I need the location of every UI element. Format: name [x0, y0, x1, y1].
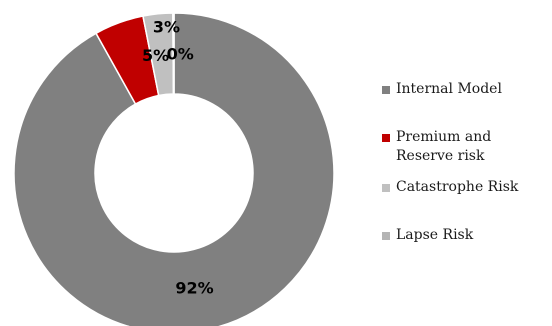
legend-label-internal-model: Internal Model: [396, 81, 502, 97]
data-label-lapse-risk: 0%: [167, 45, 194, 64]
legend-swatch-catastrophe-risk: [382, 184, 390, 192]
legend-item-premium-reserve: Premium and Reserve risk: [382, 128, 552, 166]
slice-internal-model: [13, 12, 335, 326]
legend-label-lapse-risk: Lapse Risk: [396, 227, 474, 243]
legend-item-internal-model: Internal Model: [382, 80, 552, 99]
data-label-premium-and-reserve-risk: 5%: [142, 46, 169, 65]
legend-item-lapse-risk: Lapse Risk: [382, 226, 552, 245]
donut-labels: 92% 5% 3% 0%: [142, 18, 214, 298]
legend-item-catastrophe-risk: Catastrophe Risk: [382, 178, 552, 197]
legend-label-premium-reserve: Premium and Reserve risk: [396, 129, 492, 164]
legend-label-catastrophe-risk: Catastrophe Risk: [396, 179, 519, 195]
data-label-internal-model: 92%: [175, 279, 213, 298]
legend-swatch-premium-reserve: [382, 134, 390, 142]
data-label-catastrophe-risk: 3%: [153, 18, 180, 37]
donut-chart: 92% 5% 3% 0%: [13, 12, 335, 326]
donut-slices: [13, 12, 335, 326]
legend-swatch-internal-model: [382, 86, 390, 94]
slice-lapse-risk: [172, 12, 175, 95]
legend-swatch-lapse-risk: [382, 232, 390, 240]
